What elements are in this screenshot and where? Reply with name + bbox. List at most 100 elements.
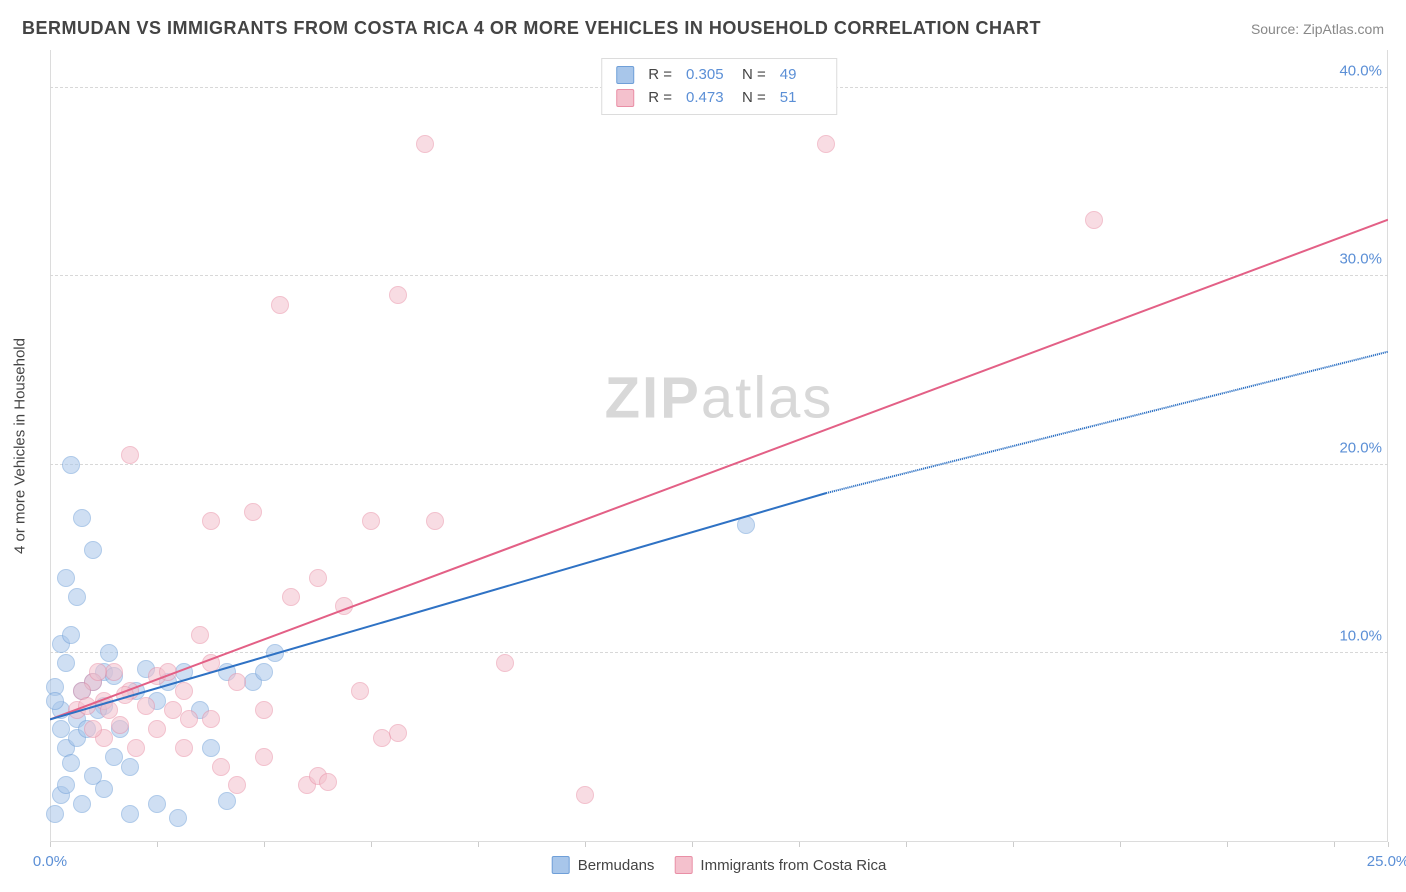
y-axis-label: 4 or more Vehicles in Household xyxy=(12,338,29,554)
legend-r-value-a: 0.305 xyxy=(686,64,728,87)
scatter-point-b xyxy=(202,512,220,530)
scatter-point-a xyxy=(175,663,193,681)
chart-source: Source: ZipAtlas.com xyxy=(1251,21,1384,37)
watermark: ZIPatlas xyxy=(605,365,834,432)
legend-series: Bermudans Immigrants from Costa Rica xyxy=(552,856,887,874)
x-tick xyxy=(1013,842,1014,847)
scatter-point-b xyxy=(175,739,193,757)
legend-stats-row-b: R = 0.473 N = 51 xyxy=(616,87,822,110)
scatter-point-a xyxy=(105,748,123,766)
scatter-point-b xyxy=(175,682,193,700)
legend-label-a: Bermudans xyxy=(578,857,655,874)
scatter-point-a xyxy=(73,795,91,813)
legend-stats-row-a: R = 0.305 N = 49 xyxy=(616,64,822,87)
x-tick xyxy=(1334,842,1335,847)
scatter-point-b xyxy=(89,663,107,681)
y-axis-line-right xyxy=(1387,50,1388,842)
scatter-point-a xyxy=(737,516,755,534)
x-axis-line xyxy=(50,841,1388,842)
scatter-point-a xyxy=(57,776,75,794)
legend-n-label: N = xyxy=(742,64,766,87)
scatter-point-b xyxy=(228,673,246,691)
scatter-point-a xyxy=(62,754,80,772)
scatter-point-a xyxy=(62,626,80,644)
scatter-point-b xyxy=(127,739,145,757)
scatter-point-a xyxy=(169,809,187,827)
scatter-point-b xyxy=(202,654,220,672)
scatter-point-a xyxy=(62,456,80,474)
y-tick-label: 10.0% xyxy=(1339,628,1382,645)
x-tick xyxy=(585,842,586,847)
grid-line xyxy=(50,652,1388,653)
x-tick xyxy=(478,842,479,847)
scatter-point-b xyxy=(212,758,230,776)
scatter-point-a xyxy=(95,780,113,798)
y-tick-label: 30.0% xyxy=(1339,251,1382,268)
scatter-point-b xyxy=(817,135,835,153)
scatter-point-b xyxy=(576,786,594,804)
scatter-point-b xyxy=(137,697,155,715)
legend-r-value-b: 0.473 xyxy=(686,87,728,110)
scatter-point-b xyxy=(389,286,407,304)
plot-area: ZIPatlas 10.0%20.0%30.0%40.0%0.0%25.0% xyxy=(50,50,1388,842)
scatter-point-a xyxy=(255,663,273,681)
grid-line xyxy=(50,464,1388,465)
scatter-point-b xyxy=(244,503,262,521)
x-tick-label: 25.0% xyxy=(1367,853,1406,870)
x-tick xyxy=(1120,842,1121,847)
scatter-point-a xyxy=(121,758,139,776)
scatter-point-b xyxy=(111,716,129,734)
x-tick xyxy=(906,842,907,847)
chart-title: BERMUDAN VS IMMIGRANTS FROM COSTA RICA 4… xyxy=(22,18,1041,39)
x-tick xyxy=(799,842,800,847)
scatter-point-a xyxy=(46,692,64,710)
legend-stats: R = 0.305 N = 49 R = 0.473 N = 51 xyxy=(601,58,837,115)
scatter-point-b xyxy=(416,135,434,153)
scatter-point-a xyxy=(73,509,91,527)
legend-swatch-b-icon xyxy=(674,856,692,874)
scatter-point-a xyxy=(121,805,139,823)
legend-n-value-a: 49 xyxy=(780,64,822,87)
legend-label-b: Immigrants from Costa Rica xyxy=(700,857,886,874)
scatter-point-b xyxy=(121,446,139,464)
x-tick xyxy=(692,842,693,847)
x-tick xyxy=(50,842,51,847)
scatter-point-b xyxy=(100,701,118,719)
scatter-point-a xyxy=(52,720,70,738)
legend-r-label: R = xyxy=(648,64,672,87)
scatter-point-b xyxy=(426,512,444,530)
scatter-point-b xyxy=(255,701,273,719)
x-tick xyxy=(157,842,158,847)
x-tick xyxy=(264,842,265,847)
scatter-point-b xyxy=(202,710,220,728)
scatter-point-b xyxy=(271,296,289,314)
scatter-point-a xyxy=(266,644,284,662)
y-tick-label: 40.0% xyxy=(1339,62,1382,79)
scatter-point-b xyxy=(180,710,198,728)
chart-container: 4 or more Vehicles in Household ZIPatlas… xyxy=(50,50,1388,842)
scatter-point-b xyxy=(78,697,96,715)
legend-item-b: Immigrants from Costa Rica xyxy=(674,856,886,874)
legend-swatch-b xyxy=(616,89,634,107)
scatter-point-b xyxy=(389,724,407,742)
scatter-point-b xyxy=(496,654,514,672)
scatter-point-b xyxy=(282,588,300,606)
scatter-point-b xyxy=(148,720,166,738)
scatter-point-a xyxy=(202,739,220,757)
scatter-point-b xyxy=(191,626,209,644)
scatter-point-a xyxy=(57,569,75,587)
trend-lines xyxy=(50,50,1388,842)
y-tick-label: 20.0% xyxy=(1339,439,1382,456)
x-tick-label: 0.0% xyxy=(33,853,67,870)
scatter-point-a xyxy=(46,805,64,823)
scatter-point-b xyxy=(335,597,353,615)
legend-item-a: Bermudans xyxy=(552,856,655,874)
scatter-point-b xyxy=(164,701,182,719)
scatter-point-b xyxy=(159,663,177,681)
scatter-point-a xyxy=(218,792,236,810)
scatter-point-b xyxy=(84,720,102,738)
scatter-point-a xyxy=(148,795,166,813)
grid-line xyxy=(50,275,1388,276)
scatter-point-b xyxy=(309,569,327,587)
legend-swatch-a xyxy=(616,66,634,84)
